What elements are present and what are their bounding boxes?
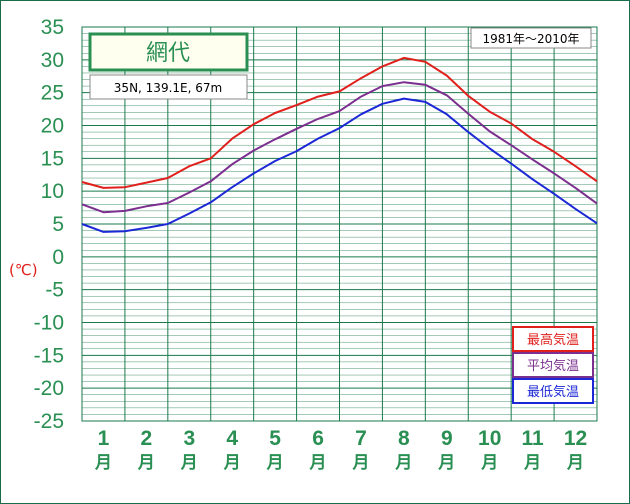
y-tick-label: 5 bbox=[52, 213, 64, 236]
y-tick-label: 10 bbox=[41, 180, 64, 203]
y-tick-label: 25 bbox=[41, 82, 64, 105]
y-tick-label: -5 bbox=[45, 279, 64, 302]
period-box-border bbox=[470, 27, 592, 49]
x-tick-unit: 月 bbox=[266, 453, 284, 473]
y-tick-label: -20 bbox=[34, 377, 64, 400]
x-tick-label: 3 bbox=[183, 427, 195, 450]
x-tick-label: 7 bbox=[355, 427, 367, 450]
x-tick-label: 4 bbox=[226, 427, 238, 450]
x-tick-unit: 月 bbox=[480, 453, 498, 473]
y-tick-label: -10 bbox=[34, 312, 64, 335]
title-box: 網代 bbox=[88, 32, 249, 72]
legend-entry-label: 最高気温 bbox=[527, 332, 579, 348]
station-name: 網代 bbox=[146, 41, 190, 66]
station-location: 35N, 139.1E, 67m bbox=[114, 81, 222, 95]
x-tick-label: 10 bbox=[478, 427, 501, 450]
x-tick-label: 8 bbox=[398, 427, 410, 450]
y-tick-label: -15 bbox=[34, 344, 64, 367]
x-tick-label: 12 bbox=[564, 427, 587, 450]
series-line bbox=[81, 81, 598, 214]
y-tick-label: 30 bbox=[41, 49, 64, 72]
x-tick-unit: 月 bbox=[437, 453, 455, 473]
legend-entry-label: 平均気温 bbox=[527, 358, 579, 374]
legend-entry-label: 最低気温 bbox=[527, 384, 579, 400]
location-box: 35N, 139.1E, 67m bbox=[89, 74, 248, 100]
period-box: 1981年〜2010年 bbox=[470, 27, 592, 49]
legend-entry-box bbox=[512, 352, 594, 378]
y-tick-label: 15 bbox=[41, 147, 64, 170]
x-tick-unit: 月 bbox=[566, 453, 584, 473]
title-box-border bbox=[88, 32, 249, 72]
x-tick-label: 1 bbox=[98, 427, 110, 450]
x-tick-unit: 月 bbox=[180, 453, 198, 473]
y-tick-label: -25 bbox=[34, 410, 64, 433]
x-tick-unit: 月 bbox=[94, 453, 112, 473]
y-axis-unit-label: (℃) bbox=[9, 261, 38, 279]
legend-entry-box bbox=[512, 378, 594, 404]
y-tick-label: 0 bbox=[52, 246, 64, 269]
x-tick-unit: 月 bbox=[309, 453, 327, 473]
series-line bbox=[81, 97, 598, 233]
series-lines bbox=[81, 56, 598, 233]
x-tick-label: 9 bbox=[441, 427, 453, 450]
x-tick-unit: 月 bbox=[223, 453, 241, 473]
x-tick-unit: 月 bbox=[394, 453, 412, 473]
x-tick-label: 11 bbox=[522, 427, 545, 450]
y-tick-label: 20 bbox=[41, 115, 64, 138]
x-tick-unit: 月 bbox=[137, 453, 155, 473]
y-tick-label: 35 bbox=[41, 16, 64, 39]
x-tick-label: 2 bbox=[141, 427, 153, 450]
x-tick-label: 6 bbox=[312, 427, 324, 450]
x-tick-label: 5 bbox=[269, 427, 281, 450]
axes: 35 30 25 20 15 10 5 0 -5 -10 -15 -20 -25 1 月 2 月 3 月 4 月 5 月 6 月… bbox=[34, 16, 588, 473]
legend-entry-box bbox=[512, 326, 594, 352]
x-tick-unit: 月 bbox=[351, 453, 369, 473]
x-tick-unit: 月 bbox=[523, 453, 541, 473]
location-box-border bbox=[89, 74, 248, 100]
data-period: 1981年〜2010年 bbox=[482, 32, 579, 46]
series-line bbox=[81, 56, 598, 189]
